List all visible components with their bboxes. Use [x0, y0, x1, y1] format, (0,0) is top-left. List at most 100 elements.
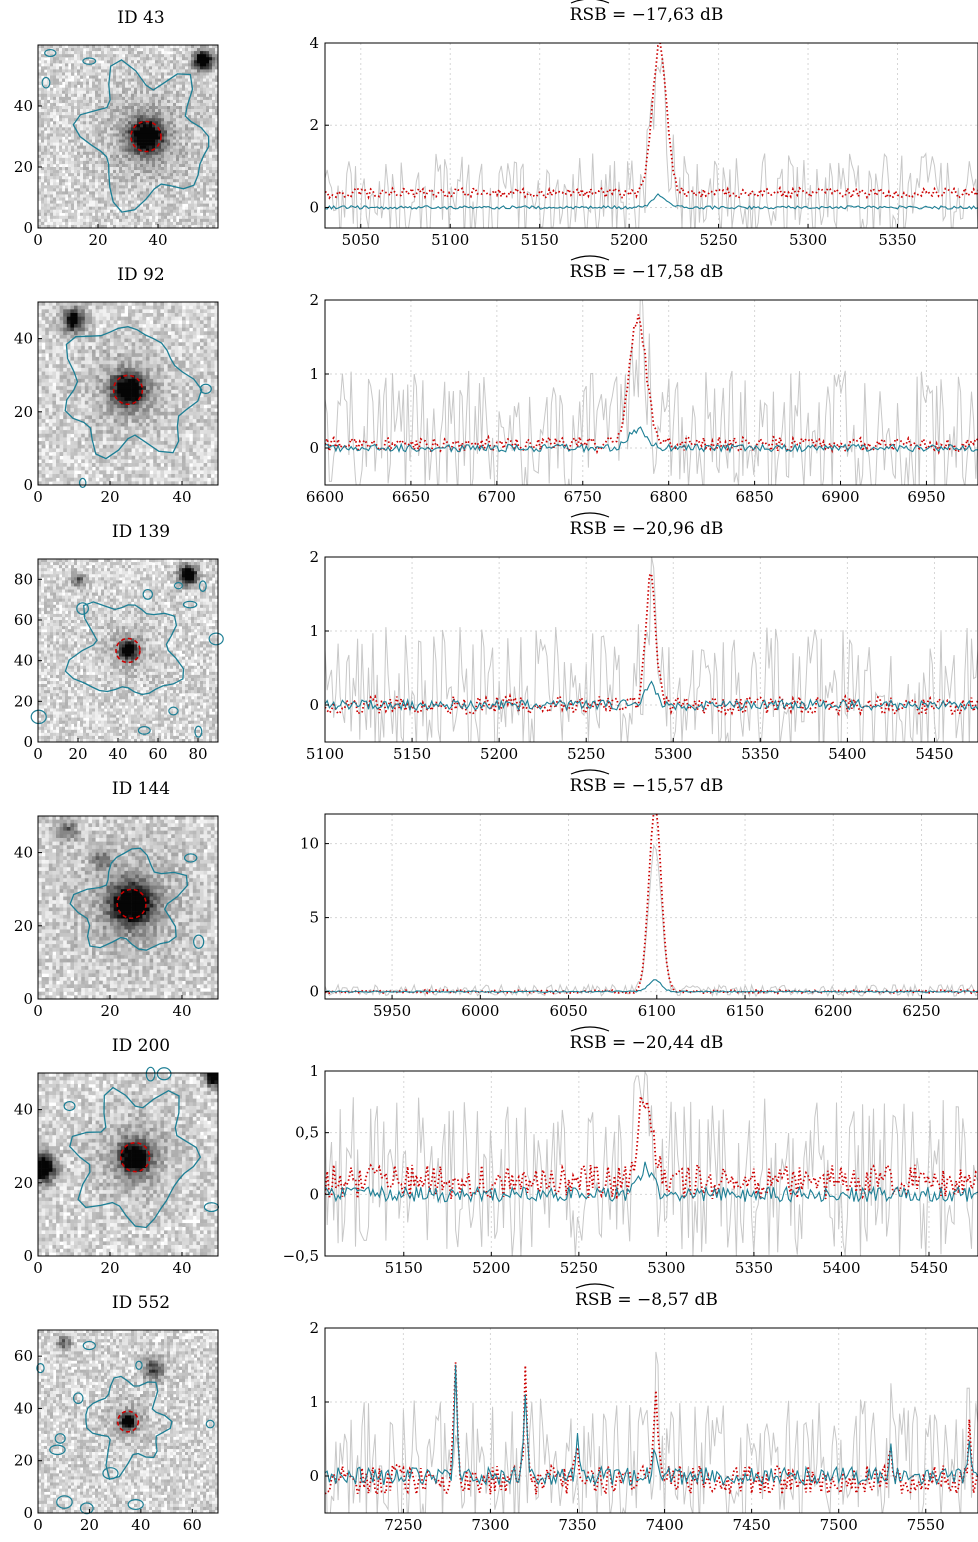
- contour-blob: [49, 1444, 66, 1456]
- plot-frame: [324, 1327, 978, 1514]
- image-x-tick-label: 0: [33, 1002, 43, 1020]
- contour: [69, 847, 189, 951]
- image-x-tick-label: 20: [100, 1002, 119, 1020]
- stamp-image: 0 20 40 0 20 40: [14, 1066, 220, 1277]
- hat-accent: [570, 0, 609, 4]
- contour: [64, 601, 185, 696]
- image-title: ID 552: [111, 1293, 171, 1313]
- x-tick-label: 6250: [902, 1002, 940, 1020]
- x-tick-label: 6600: [306, 488, 344, 506]
- hat-accent: [575, 1283, 615, 1289]
- y-tick-label: 0,5: [295, 1124, 319, 1142]
- x-tick-label: 5050: [342, 231, 380, 249]
- contour-blob: [72, 1392, 84, 1405]
- chart-panel-3: ID 139 RSB = −20,96 dB 0 20 40 60 80 0 20 40 60 80 5…: [0, 512, 978, 771]
- image-y-tick-label: 0: [23, 219, 33, 237]
- contour-blob: [173, 582, 184, 590]
- rsb-symbol: RSB: [570, 1026, 609, 1053]
- image-x-tick-label: 40: [172, 1002, 191, 1020]
- image-y-tick-label: 20: [14, 158, 33, 176]
- chart-panel-1: ID 43 RSB = −17,63 dB 0 20 40 0 20 40 5050 5100 51…: [0, 0, 978, 257]
- x-tick-label: 5150: [393, 745, 431, 763]
- image-y-tick-label: 60: [14, 611, 33, 629]
- series-observed: [325, 1351, 978, 1513]
- spectrum-plot: 5100 5150 5200 5250 5300 5350 5400 5450 0 1 2: [306, 548, 978, 763]
- y-tick-label: 0: [309, 1185, 319, 1203]
- hat-accent: [570, 512, 609, 518]
- aperture: [130, 120, 162, 153]
- image-x-tick-label: 20: [68, 745, 87, 763]
- image-y-tick-label: 0: [23, 990, 33, 1008]
- chart-panel-2: ID 92 RSB = −17,58 dB 0 20 40 0 20 40 6600 6650 67…: [0, 255, 978, 514]
- contour-blob: [82, 57, 97, 65]
- series-estimate: [325, 193, 978, 211]
- image-title: ID 43: [117, 8, 165, 28]
- image-title: ID 200: [111, 1036, 171, 1056]
- y-tick-label: −0,5: [283, 1247, 319, 1265]
- image-y-tick-label: 40: [14, 330, 33, 348]
- y-tick-label: 0: [309, 696, 319, 714]
- image-x-tick-label: 40: [172, 488, 191, 506]
- rsb-symbol: RSB: [570, 0, 609, 25]
- x-tick-label: 7350: [558, 1516, 596, 1534]
- series-estimate: [325, 979, 978, 993]
- contour-blob: [78, 477, 87, 489]
- image-x-tick-label: 40: [172, 1259, 191, 1277]
- spectrum-plot: 7250 7300 7350 7400 7450 7500 7550 0 1 2: [309, 1319, 978, 1534]
- contour-blob: [127, 1499, 144, 1510]
- plot-frame: [324, 1070, 978, 1257]
- image-x-tick-label: 0: [33, 231, 43, 249]
- x-tick-label: 5350: [735, 1259, 773, 1277]
- x-tick-label: 5250: [560, 1259, 598, 1277]
- y-tick-label: 2: [309, 548, 319, 566]
- image-x-tick-label: 60: [183, 1516, 202, 1534]
- x-tick-label: 5450: [910, 1259, 948, 1277]
- x-tick-label: 5150: [521, 231, 559, 249]
- image-title: ID 139: [111, 522, 171, 542]
- contour-blob: [168, 706, 179, 716]
- image-frame: [37, 301, 219, 486]
- x-tick-label: 5300: [789, 231, 827, 249]
- x-tick-label: 5250: [699, 231, 737, 249]
- hat-accent: [570, 255, 609, 261]
- y-tick-label: 0: [309, 439, 319, 457]
- contour-blob: [36, 1363, 45, 1374]
- x-tick-label: 5400: [828, 745, 866, 763]
- contour-blob: [102, 1467, 119, 1480]
- image-x-tick-label: 20: [100, 488, 119, 506]
- x-tick-label: 5400: [822, 1259, 860, 1277]
- contour: [69, 1086, 202, 1229]
- x-tick-label: 5200: [472, 1259, 510, 1277]
- rsb-value: = −17,58 dB: [606, 262, 724, 282]
- x-tick-label: 7300: [471, 1516, 509, 1534]
- contour-blob: [56, 1495, 73, 1509]
- image-x-tick-label: 0: [33, 1259, 43, 1277]
- plot-frame: [324, 813, 978, 1000]
- image-x-tick-label: 0: [33, 488, 43, 506]
- y-tick-label: 0: [309, 1467, 319, 1485]
- chart-panel-6: ID 552 RSB = −8,57 dB 0 20 40 60 0 20 40 60 7250 73…: [0, 1283, 978, 1542]
- x-tick-label: 6150: [726, 1002, 764, 1020]
- contour-blob: [145, 1066, 156, 1082]
- plot-frame: [324, 299, 978, 486]
- rsb-symbol: RSB: [570, 255, 609, 282]
- x-tick-label: 6950: [907, 488, 945, 506]
- contour-blob: [82, 1340, 96, 1351]
- y-tick-label: 4: [309, 34, 319, 52]
- contour-blob: [198, 580, 207, 592]
- x-tick-label: 6100: [638, 1002, 676, 1020]
- x-tick-label: 5350: [878, 231, 916, 249]
- spectrum-title: RSB = −8,57 dB: [315, 1283, 978, 1310]
- x-tick-label: 5300: [647, 1259, 685, 1277]
- series-estimate: [325, 1364, 978, 1487]
- spectrum-title: RSB = −17,58 dB: [315, 255, 978, 282]
- image-y-tick-label: 0: [23, 1504, 33, 1522]
- plot-frame: [324, 42, 978, 229]
- image-y-tick-label: 20: [14, 692, 33, 710]
- contour-blob: [205, 1419, 215, 1429]
- image-y-tick-label: 20: [14, 403, 33, 421]
- series-observed: [325, 300, 978, 485]
- chart-panel-5: ID 200 RSB = −20,44 dB 0 20 40 0 20 40 5150 5200 5…: [0, 1026, 978, 1285]
- x-tick-label: 5300: [654, 745, 692, 763]
- rsb-symbol: RSB: [575, 1283, 615, 1310]
